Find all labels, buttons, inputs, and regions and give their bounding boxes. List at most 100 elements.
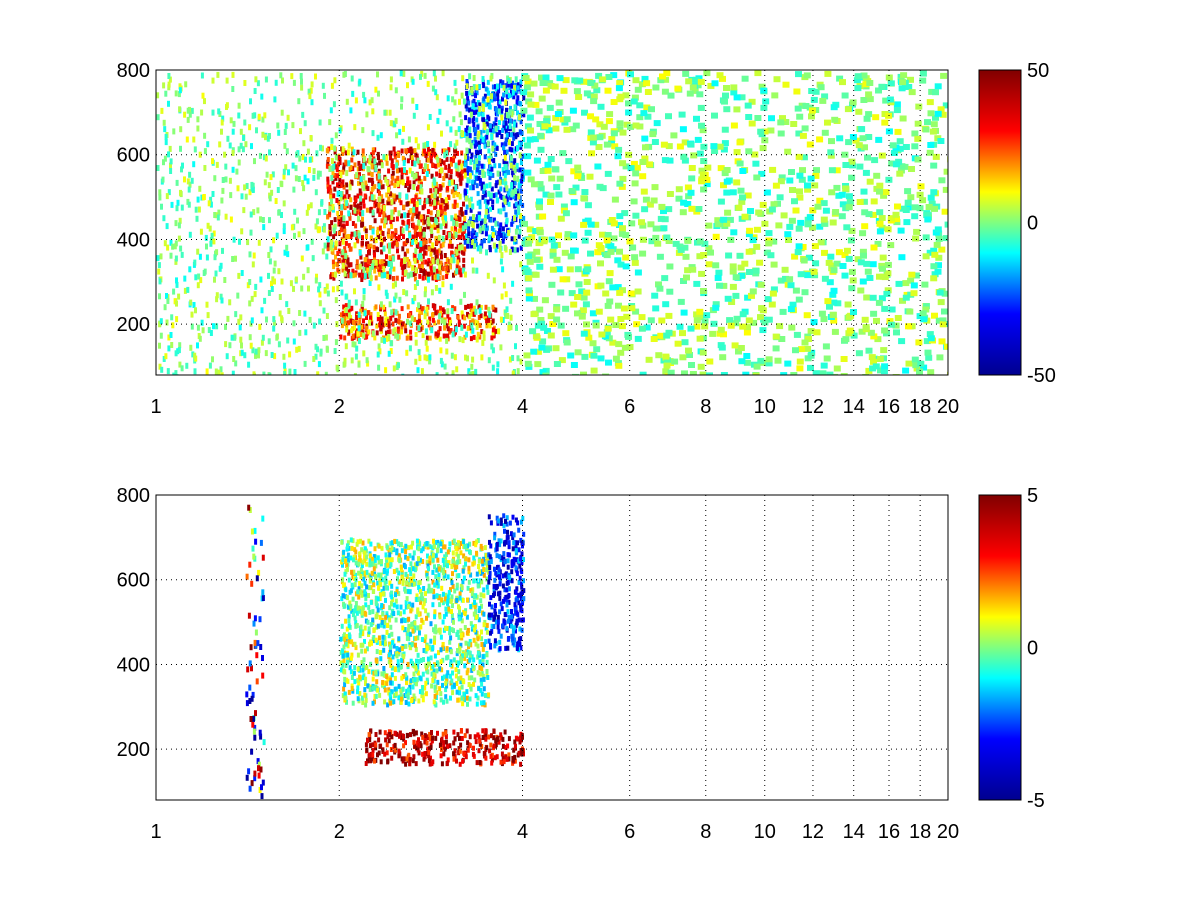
heatmap-cell: [780, 372, 788, 375]
heatmap-cell: [467, 368, 471, 375]
heatmap-cell: [402, 204, 406, 210]
heatmap-cell: [498, 228, 502, 234]
heatmap-cell: [429, 216, 433, 222]
heatmap-cell: [479, 592, 483, 598]
heatmap-cell: [226, 315, 230, 322]
heatmap-cell: [340, 204, 344, 211]
heatmap-cell: [439, 185, 443, 191]
heatmap-cell: [423, 241, 427, 247]
heatmap-cell: [257, 239, 261, 246]
heatmap-cell: [318, 300, 322, 307]
heatmap-cell: [347, 557, 351, 563]
heatmap-cell: [926, 149, 934, 156]
heatmap-cell: [380, 259, 384, 265]
heatmap-cell: [194, 206, 198, 213]
heatmap-cell: [377, 266, 380, 272]
heatmap-cell: [388, 641, 392, 647]
heatmap-cell: [459, 119, 463, 126]
heatmap-cell: [840, 373, 848, 375]
heatmap-cell: [390, 613, 394, 619]
heatmap-cell: [394, 332, 398, 339]
heatmap-cell: [198, 253, 202, 260]
heatmap-cell: [471, 371, 475, 375]
heatmap-cell: [512, 121, 516, 128]
heatmap-cell: [479, 134, 483, 140]
heatmap-cell: [616, 248, 623, 255]
heatmap-cell: [854, 73, 862, 80]
heatmap-cell: [388, 580, 392, 586]
heatmap-cell: [516, 95, 520, 101]
heatmap-cell: [833, 365, 841, 372]
heatmap-cell: [525, 98, 533, 105]
heatmap-cell: [481, 339, 485, 346]
heatmap-cell: [482, 334, 486, 341]
heatmap-cell: [448, 264, 452, 270]
heatmap-cell: [690, 152, 698, 159]
heatmap-cell: [838, 213, 846, 220]
heatmap-cell: [367, 166, 371, 173]
heatmap-cell: [500, 134, 504, 139]
heatmap-cell: [353, 207, 357, 214]
heatmap-cell: [828, 167, 836, 174]
heatmap-cell: [433, 151, 437, 157]
heatmap-cell: [445, 266, 449, 271]
heatmap-cell: [466, 155, 470, 161]
heatmap-cell: [639, 159, 647, 165]
heatmap-cell: [389, 315, 393, 321]
heatmap-cell: [769, 290, 777, 297]
heatmap-cell: [357, 680, 361, 686]
heatmap-cell: [303, 174, 307, 181]
heatmap-cell: [390, 234, 394, 240]
heatmap-cell: [398, 296, 402, 303]
heatmap-cell: [430, 327, 434, 334]
heatmap-cell: [431, 162, 435, 168]
heatmap-cell: [555, 232, 562, 239]
heatmap-cell: [553, 361, 561, 367]
heatmap-cell: [470, 87, 474, 94]
heatmap-cell: [528, 252, 536, 259]
heatmap-cell: [447, 258, 451, 264]
heatmap-cell: [283, 142, 287, 149]
heatmap-cell: [338, 241, 342, 247]
heatmap-cell: [913, 228, 921, 235]
heatmap-cell: [875, 87, 882, 94]
heatmap-cell: [446, 299, 450, 306]
heatmap-cell: [445, 270, 449, 276]
heatmap-cell: [862, 324, 870, 331]
heatmap-cell: [931, 251, 939, 258]
heatmap-cell: [469, 683, 472, 689]
heatmap-cell: [438, 336, 442, 342]
heatmap-cell: [433, 688, 437, 694]
heatmap-cell: [468, 166, 472, 172]
heatmap-cell: [175, 300, 178, 307]
heatmap-cell: [477, 617, 481, 623]
heatmap-cell: [234, 360, 238, 367]
heatmap-cell: [452, 234, 456, 240]
heatmap-cell: [629, 244, 637, 251]
heatmap-cell: [464, 354, 467, 361]
heatmap-cell: [886, 96, 894, 103]
heatmap-cell: [453, 143, 457, 150]
heatmap-cell: [308, 316, 312, 323]
heatmap-cell: [367, 593, 370, 598]
heatmap-cell: [787, 282, 795, 289]
heatmap-cell: [458, 216, 462, 222]
heatmap-cell: [166, 298, 170, 304]
heatmap-cell: [419, 240, 423, 247]
heatmap-cell: [428, 358, 432, 365]
heatmap-cell: [798, 346, 806, 353]
heatmap-cell: [326, 157, 330, 162]
heatmap-cell: [463, 315, 467, 321]
heatmap-cell: [426, 141, 430, 147]
heatmap-cell: [187, 186, 191, 193]
heatmap-cell: [453, 153, 457, 159]
heatmap-cell: [414, 194, 418, 200]
heatmap-cell: [363, 257, 367, 263]
heatmap-cell: [475, 214, 479, 220]
heatmap-cell: [386, 702, 390, 708]
heatmap-cell: [412, 199, 416, 205]
heatmap-cell: [448, 239, 452, 244]
heatmap-cell: [429, 251, 433, 257]
heatmap-cell: [489, 171, 493, 177]
heatmap-cell: [332, 193, 336, 199]
